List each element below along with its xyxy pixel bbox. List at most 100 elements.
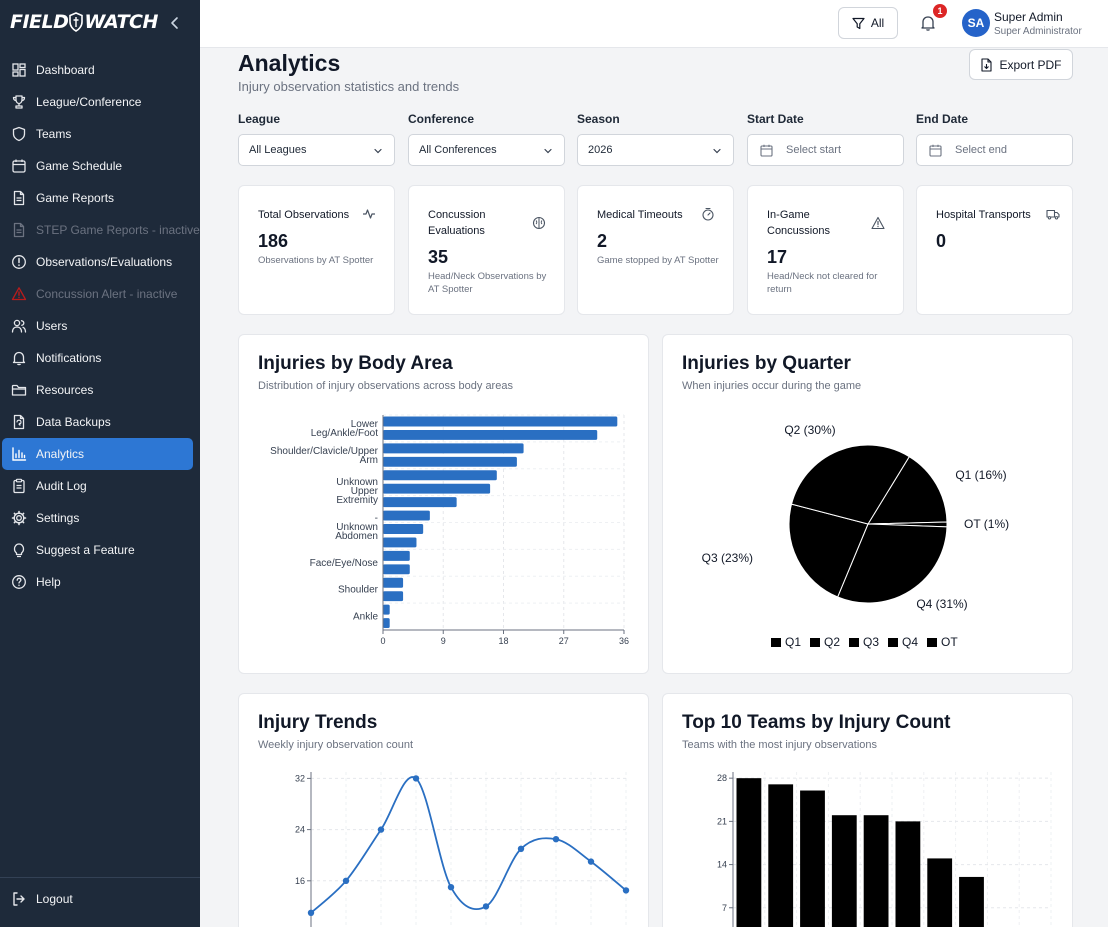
sidebar-item-resources[interactable]: Resources — [0, 374, 200, 406]
bar[interactable] — [383, 604, 390, 615]
global-filter-button[interactable]: All — [838, 7, 898, 39]
card-title: Injuries by Quarter — [682, 353, 851, 374]
stat-card-medical-timeouts: Medical Timeouts 2 Game stopped by AT Sp… — [577, 185, 734, 315]
league-select[interactable]: All Leagues — [238, 134, 395, 166]
pie-slice[interactable] — [790, 444, 910, 525]
legend-swatch — [888, 638, 898, 647]
gear-icon — [11, 510, 27, 526]
legend-swatch — [771, 638, 781, 647]
data-point[interactable] — [517, 845, 525, 852]
bar[interactable] — [800, 790, 825, 927]
y-tick-label: 32 — [295, 773, 305, 783]
bar[interactable] — [383, 456, 517, 467]
bar[interactable] — [736, 778, 762, 927]
data-point[interactable] — [482, 903, 490, 910]
sidebar-item-audit-log[interactable]: Audit Log — [0, 470, 200, 502]
sidebar-item-teams[interactable]: Teams — [0, 118, 200, 150]
sidebar-item-game-reports[interactable]: Game Reports — [0, 182, 200, 214]
sidebar-item-label: Observations/Evaluations — [36, 255, 173, 269]
bar[interactable] — [383, 470, 497, 481]
data-point[interactable] — [342, 877, 350, 884]
sidebar-item-settings[interactable]: Settings — [0, 502, 200, 534]
bar[interactable] — [383, 618, 390, 628]
notifications-bell-icon[interactable] — [919, 14, 937, 32]
bar[interactable] — [959, 876, 984, 927]
stat-description: Observations by AT Spotter — [258, 255, 374, 266]
season-filter-label: Season — [577, 112, 620, 126]
stat-description: Game stopped by AT Spotter — [597, 255, 719, 266]
data-point[interactable] — [377, 826, 385, 833]
sidebar-item-notifications[interactable]: Notifications — [0, 342, 200, 374]
legend-label: Q3 — [863, 635, 879, 649]
pie-slice[interactable] — [837, 523, 948, 604]
sidebar-item-users[interactable]: Users — [0, 310, 200, 342]
bar[interactable] — [863, 815, 889, 927]
activity-icon — [363, 209, 375, 219]
injury-trends-line-chart: 16 24 32 — [295, 772, 630, 927]
sidebar-item-help[interactable]: Help — [0, 566, 200, 598]
card-subtitle: When injuries occur during the game — [682, 380, 862, 392]
user-avatar[interactable]: SA — [962, 9, 990, 37]
sidebar-item-observations-evaluations[interactable]: Observations/Evaluations — [0, 246, 200, 278]
calendar-icon — [760, 144, 773, 157]
end-date-picker[interactable]: Select end — [916, 134, 1073, 166]
x-tick-label: 27 — [559, 636, 569, 646]
page-title: Analytics — [238, 50, 341, 76]
bar[interactable] — [383, 524, 424, 534]
bar[interactable] — [383, 550, 410, 561]
data-point[interactable] — [587, 858, 595, 865]
bar[interactable] — [383, 564, 410, 575]
sidebar-item-league-conference[interactable]: League/Conference — [0, 86, 200, 118]
bar[interactable] — [383, 577, 404, 588]
stat-value: 0 — [936, 231, 947, 251]
bar[interactable] — [383, 537, 417, 548]
logout-label: Logout — [36, 892, 73, 906]
sidebar-item-data-backups[interactable]: Data Backups — [0, 406, 200, 438]
season-select[interactable]: 2026 — [577, 134, 734, 166]
bar[interactable] — [383, 483, 491, 494]
sidebar-item-suggest-a-feature[interactable]: Suggest a Feature — [0, 534, 200, 566]
bar[interactable] — [768, 784, 794, 927]
bar[interactable] — [927, 858, 953, 927]
legend-swatch — [810, 638, 820, 647]
data-point[interactable] — [307, 909, 315, 916]
pie-slice[interactable] — [788, 503, 869, 598]
bar[interactable] — [383, 429, 598, 440]
bar[interactable] — [895, 821, 921, 927]
stat-title: Total Observations — [258, 209, 350, 221]
bar[interactable] — [383, 443, 524, 454]
season-select-value: 2026 — [588, 144, 613, 156]
conference-select[interactable]: All Conferences — [408, 134, 565, 166]
collapse-sidebar-icon[interactable] — [166, 14, 184, 32]
bar[interactable] — [383, 510, 430, 521]
quarter-chart-card: Injuries by Quarter When injuries occur … — [662, 334, 1073, 674]
data-point[interactable] — [622, 887, 630, 894]
data-point[interactable] — [412, 775, 420, 782]
stat-value: 2 — [597, 231, 608, 251]
y-tick-label: -Unknown — [336, 513, 378, 533]
sidebar-item-concussion-alert-inactive[interactable]: Concussion Alert - inactive — [0, 278, 200, 310]
top-teams-bar-chart: 7 14 21 28 — [717, 772, 1052, 927]
pie-slice[interactable] — [867, 455, 948, 525]
export-pdf-button[interactable]: Export PDF — [969, 49, 1073, 80]
stat-title: Hospital Transports — [936, 209, 1031, 221]
file-icon — [13, 222, 25, 238]
start-date-picker[interactable]: Select start — [747, 134, 904, 166]
fieldwatch-logo[interactable]: FIELD WATCH — [10, 9, 158, 35]
start-date-label: Start Date — [747, 112, 804, 126]
data-point[interactable] — [552, 836, 560, 843]
data-point[interactable] — [447, 884, 455, 891]
card-subtitle: Weekly injury observation count — [258, 739, 414, 751]
logout-button[interactable]: Logout — [0, 883, 200, 915]
sidebar-item-label: Suggest a Feature — [36, 543, 135, 557]
sidebar-item-game-schedule[interactable]: Game Schedule — [0, 150, 200, 182]
bar[interactable] — [383, 497, 457, 508]
sidebar-item-step-game-reports-inactive[interactable]: STEP Game Reports - inactive — [0, 214, 200, 246]
sidebar-item-analytics[interactable]: Analytics — [2, 438, 193, 470]
bar[interactable] — [383, 416, 618, 427]
timer-icon — [702, 207, 714, 221]
sidebar: FIELD WATCH Dashboard League/Conference Te… — [0, 0, 200, 927]
sidebar-item-dashboard[interactable]: Dashboard — [0, 54, 200, 86]
bar[interactable] — [383, 591, 404, 602]
bar[interactable] — [831, 815, 857, 927]
